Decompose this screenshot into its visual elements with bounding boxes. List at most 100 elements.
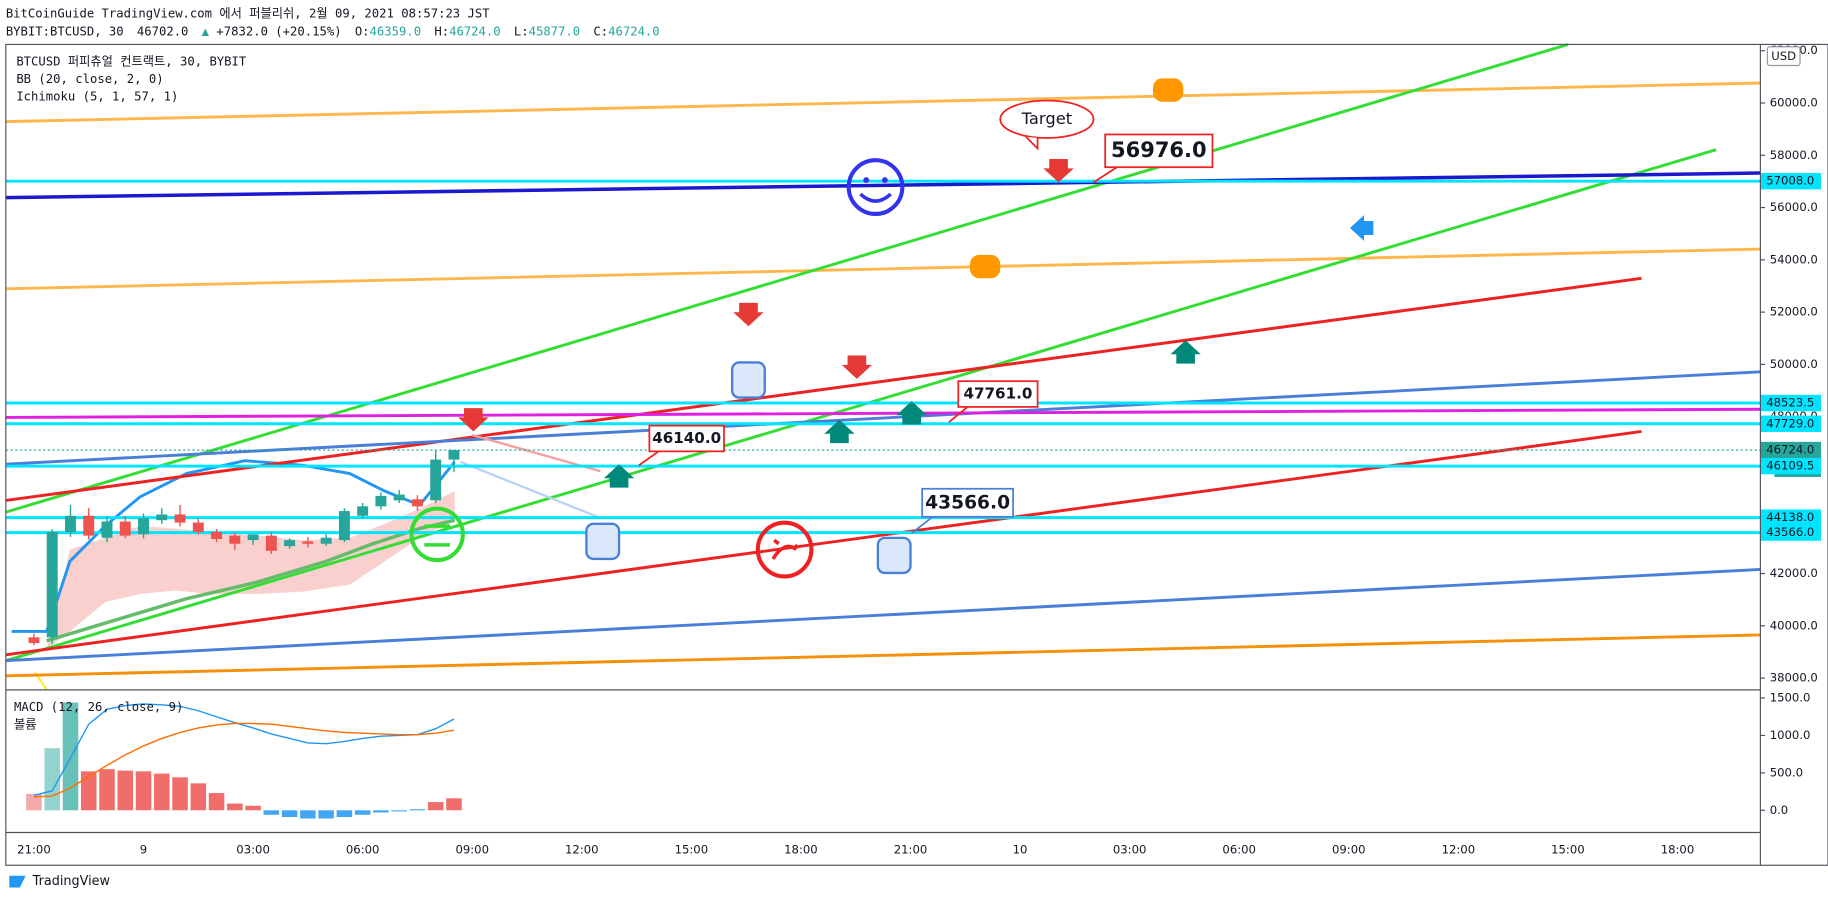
histogram-bar xyxy=(300,810,316,819)
y-tick-label: 0.0 xyxy=(1770,803,1789,817)
l-value: 45877.0 xyxy=(529,24,581,38)
callout-tail xyxy=(1093,166,1118,184)
price-tag xyxy=(1760,457,1822,475)
annotation: Target xyxy=(1021,109,1073,128)
candle-body xyxy=(247,534,259,541)
candle-body xyxy=(338,511,350,541)
y-tick-label: 40000.0 xyxy=(1770,618,1818,632)
trend-line xyxy=(5,633,1761,678)
icons xyxy=(409,78,1374,579)
histogram-bar xyxy=(117,770,134,811)
trend-line xyxy=(5,567,1761,663)
callout-bubble xyxy=(999,99,1095,139)
trend-line xyxy=(5,407,1761,419)
neutral xyxy=(409,506,465,563)
y-tick-label: 58000.0 xyxy=(1770,148,1818,162)
histogram-bar xyxy=(336,810,353,818)
up-mark: ▲ xyxy=(202,24,210,38)
price-tag xyxy=(1760,415,1822,432)
h-label: H: xyxy=(434,24,449,38)
callout-tail xyxy=(638,450,660,467)
x-tick-label: 9 xyxy=(140,843,147,857)
x-tick-label: 18:00 xyxy=(1661,843,1695,857)
callout-box xyxy=(648,424,725,453)
hand-icon xyxy=(585,522,621,561)
change: +7832.0 (+20.15%) xyxy=(216,24,341,38)
histogram-bar xyxy=(227,803,243,811)
smiley-mouth xyxy=(859,192,892,203)
x-tick-label: 06:00 xyxy=(346,843,380,857)
candle-body xyxy=(320,537,332,544)
candle-body xyxy=(302,541,314,544)
brand: TradingView xyxy=(32,874,110,889)
annotation: 47761.0 xyxy=(963,385,1032,403)
candle-body xyxy=(284,540,296,547)
candle-body xyxy=(28,637,40,644)
o-value: 46359.0 xyxy=(370,24,422,38)
c-value: 46724.0 xyxy=(608,24,660,38)
macd-line xyxy=(33,722,455,798)
histogram-bar xyxy=(391,810,407,812)
x-tick-label: 21:00 xyxy=(17,843,51,857)
y-tick-label: 1500.0 xyxy=(1770,691,1811,705)
symbol: BYBIT:BTCUSD, 30 xyxy=(6,24,124,38)
header-line1: BitCoinGuide TradingView.com 에서 퍼블리쉬, 2월… xyxy=(6,7,490,21)
legend-ichimoku: Ichimoku (5, 1, 57, 1) xyxy=(16,90,178,104)
hand-icon xyxy=(876,536,912,575)
price-tag-label: 46724.0 xyxy=(1766,443,1814,457)
callout-box xyxy=(1104,133,1214,169)
price-tag-label: 46109.5 xyxy=(1766,459,1814,473)
frown xyxy=(755,520,814,579)
histogram-bar xyxy=(373,810,389,813)
candle-body xyxy=(393,494,405,501)
histogram-bar xyxy=(44,748,60,811)
legend-volume: 볼륨 xyxy=(14,717,37,731)
h-value: 46724.0 xyxy=(449,24,501,38)
y-tick-label: 60000.0 xyxy=(1770,95,1818,109)
annotation: 56976.0 xyxy=(1111,137,1207,162)
histogram-bar xyxy=(172,777,188,811)
histogram-bar xyxy=(190,783,207,811)
candle-body xyxy=(83,515,95,536)
x-tick-label: 09:00 xyxy=(455,843,489,857)
histogram-bar xyxy=(318,810,334,819)
price-tag xyxy=(1760,509,1822,526)
candle-body xyxy=(138,518,149,535)
cat-icon xyxy=(969,254,1001,279)
histogram-bar xyxy=(446,798,462,811)
last-price: 46702.0 xyxy=(137,24,189,38)
price-tag-label: 57008.0 xyxy=(1766,174,1814,188)
smiley-eye xyxy=(881,177,888,183)
histogram-bar xyxy=(208,793,225,811)
candle-body xyxy=(192,522,204,532)
candle-body xyxy=(448,450,460,460)
cat-icon xyxy=(1152,78,1184,102)
y-tick-label: 500.0 xyxy=(1770,765,1803,779)
price-tag-label: 47729.0 xyxy=(1766,416,1814,430)
price-tag-label: 44138.0 xyxy=(1766,510,1814,524)
histogram-bar xyxy=(154,773,170,811)
frame xyxy=(5,43,1828,866)
x-tick-label: 18:00 xyxy=(784,843,818,857)
histogram-bar xyxy=(99,769,115,811)
legend-main: BTCUSD 퍼피츄얼 컨트랙트, 30, BYBIT xyxy=(16,54,247,68)
trend-lines xyxy=(5,43,1761,678)
y-tick-label: 54000.0 xyxy=(1770,252,1818,266)
up-arrows xyxy=(603,340,1201,488)
candle-body xyxy=(46,531,58,638)
header-line2: BYBIT:BTCUSD, 30 46702.0 ▲ +7832.0 (+20.… xyxy=(6,24,660,38)
histogram-bar xyxy=(281,810,298,818)
candle-body xyxy=(119,521,131,536)
y-tick-label: 42000.0 xyxy=(1770,566,1818,580)
annotation: 46140.0 xyxy=(652,429,721,447)
candle-body xyxy=(229,535,241,544)
candle-body xyxy=(411,499,423,507)
trend-line xyxy=(5,430,1642,657)
candle-body xyxy=(174,514,186,523)
callout-box xyxy=(921,487,1014,518)
price-tag xyxy=(1760,524,1822,541)
legend-macd: MACD (12, 26, close, 9) xyxy=(14,700,183,714)
smiley xyxy=(846,158,905,217)
